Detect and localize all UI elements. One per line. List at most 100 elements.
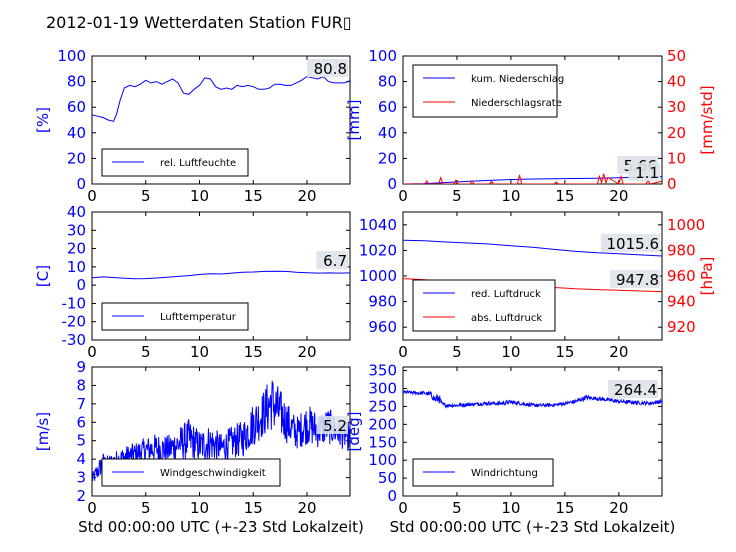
legend: rel. Luftfeuchte	[101, 148, 249, 177]
series-line-1	[403, 239, 662, 257]
x-tick-label: 20	[609, 343, 628, 361]
y-tick-label: 100	[57, 47, 86, 65]
legend: Lufttemperatur	[101, 302, 249, 331]
y-tick-label: 150	[368, 433, 397, 451]
y-tick-label: 980	[368, 293, 397, 311]
current-value-box	[610, 270, 660, 288]
x-tick-label: 5	[141, 499, 151, 517]
x-tick-label: 20	[297, 343, 316, 361]
y-tick-label: 40	[67, 124, 86, 142]
x-axis-label: Std 00:00:00 UTC (+-23 Std Lokalzeit)	[78, 518, 364, 536]
y-axis-label: [%]	[34, 107, 52, 133]
y-tick-label: -20	[62, 313, 87, 331]
y-tick-label: 300	[368, 380, 397, 398]
y-tick-label: 9	[76, 358, 86, 376]
series-line-1	[92, 270, 350, 280]
current-value-label: 264.4	[614, 381, 657, 399]
y-tick-label: 0	[387, 487, 397, 505]
y-tick-label: 960	[368, 318, 397, 336]
x-tick-label: 10	[501, 499, 520, 517]
x-tick-label: 15	[555, 499, 574, 517]
series-line-1	[403, 176, 662, 184]
legend: red. Luftdruck abs. Luftdruck	[412, 279, 556, 332]
x-tick-label: 10	[501, 343, 520, 361]
legend-box	[412, 279, 556, 332]
y-tick-label: 10	[67, 258, 86, 276]
y-right-tick-label: 960	[667, 267, 696, 285]
x-tick-label: 10	[190, 343, 209, 361]
legend-entry: Niederschlagsrate	[471, 98, 562, 109]
y-tick-label: 1020	[359, 241, 397, 259]
y-right-tick-label: 980	[667, 241, 696, 259]
legend: kum. Niederschlag Niederschlagsrate	[412, 64, 564, 118]
y-right-tick-label: 10	[667, 149, 686, 167]
x-tick-label: 20	[609, 187, 628, 205]
series-line-2	[403, 173, 662, 184]
y-tick-label: 20	[67, 240, 86, 258]
legend: Windrichtung	[412, 458, 554, 487]
chart-panel-precipitation: 0 5 10 15 20 0 20 40 60 80 100 0 10 20 30 40 50 [mm/std] […	[345, 47, 716, 205]
y-tick-label: 5	[76, 432, 86, 450]
x-axis-label: Std 00:00:00 UTC (+-23 Std Lokalzeit)	[390, 518, 676, 536]
current-value-box	[316, 416, 348, 434]
y-tick-label: 20	[378, 149, 397, 167]
y-axis-label: [C]	[34, 265, 52, 287]
y-tick-label: 30	[67, 221, 86, 239]
y-tick-label: 40	[378, 124, 397, 142]
y-tick-label: 4	[76, 450, 86, 468]
current-value-label: 5.2	[323, 417, 347, 435]
x-tick-label: 0	[398, 499, 408, 517]
chart-panel-pressure: 0 5 10 15 20 960 980 1000 1020 1040 920 940 960 980 10…	[359, 211, 716, 361]
y-axis-label: [deg]	[345, 412, 363, 452]
y-right-axis-label: [mm/std]	[698, 85, 716, 154]
x-tick-label: 0	[87, 187, 97, 205]
y-right-tick-label: 920	[667, 318, 696, 336]
y-tick-label: 0	[76, 276, 86, 294]
y-tick-label: 80	[67, 73, 86, 91]
y-tick-label: 50	[378, 469, 397, 487]
y-tick-label: 2	[76, 487, 86, 505]
current-value-box	[628, 163, 660, 181]
x-tick-label: 5	[452, 187, 462, 205]
series-line-1	[92, 380, 350, 482]
y-right-tick-label: 50	[667, 47, 686, 65]
current-value-label: 1015.6	[607, 235, 660, 253]
x-tick-label: 20	[609, 499, 628, 517]
legend-entry: rel. Luftfeuchte	[160, 158, 236, 169]
x-tick-label: 5	[141, 343, 151, 361]
current-value-box	[600, 234, 660, 252]
x-tick-label: 15	[555, 343, 574, 361]
current-value-box	[316, 251, 348, 269]
y-tick-label: 1000	[359, 267, 397, 285]
x-tick-label: 5	[452, 499, 462, 517]
y-right-axis-label: [hPa]	[698, 257, 716, 296]
y-right-tick-label: 0	[667, 175, 677, 193]
y-tick-label: 3	[76, 469, 86, 487]
series-line-1	[92, 75, 350, 122]
legend-entry: Windgeschwindigkeit	[160, 468, 266, 479]
y-axis-label: [mm]	[345, 100, 363, 141]
legend-entry: red. Luftdruck	[471, 289, 541, 300]
current-value-label: 6.7	[323, 252, 347, 270]
x-tick-label: 0	[398, 187, 408, 205]
x-tick-label: 15	[555, 187, 574, 205]
legend-entry: abs. Luftdruck	[471, 313, 542, 324]
y-tick-label: 100	[368, 47, 397, 65]
current-value-box	[608, 380, 658, 398]
current-value-box	[307, 59, 348, 77]
y-right-tick-label: 940	[667, 293, 696, 311]
y-tick-label: 250	[368, 397, 397, 415]
legend-entry: Lufttemperatur	[160, 312, 237, 323]
x-tick-label: 5	[141, 187, 151, 205]
y-tick-label: 1040	[359, 216, 397, 234]
x-tick-label: 15	[244, 187, 263, 205]
y-tick-label: -30	[62, 331, 87, 349]
y-tick-label: 0	[387, 175, 397, 193]
legend-entry: kum. Niederschlag	[471, 74, 564, 85]
legend-box	[412, 64, 558, 118]
y-tick-label: 7	[76, 395, 86, 413]
y-axis-label: [m/s]	[34, 412, 52, 451]
y-tick-label: 6	[76, 413, 86, 431]
current-value-label: 80.8	[314, 60, 347, 78]
